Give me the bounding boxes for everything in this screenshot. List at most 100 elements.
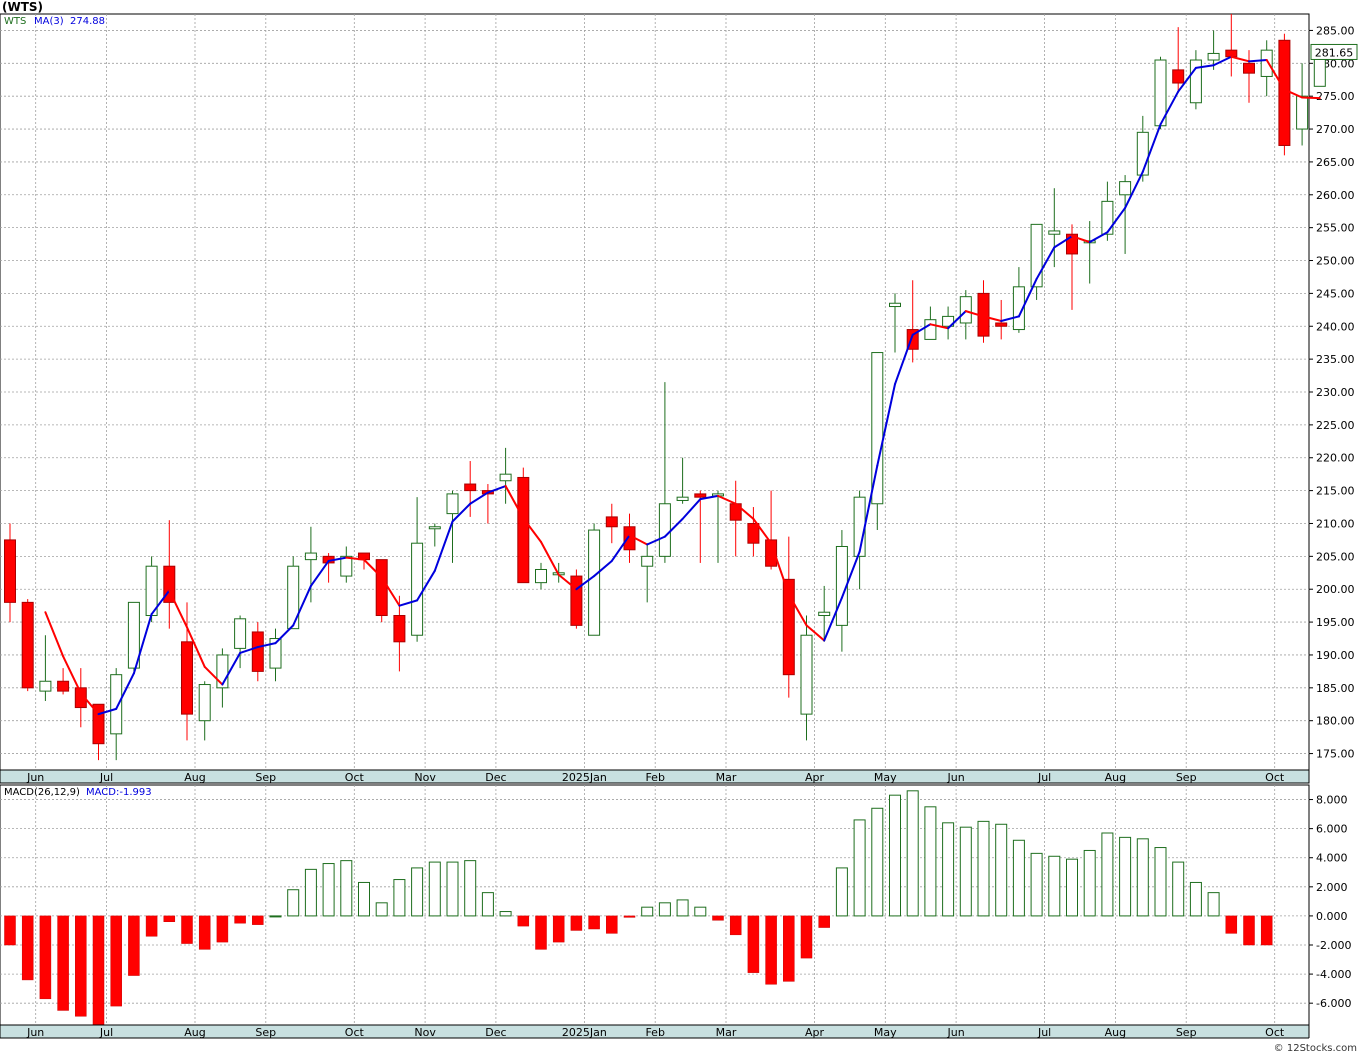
macd-bar — [959, 826, 972, 917]
macd-bar — [340, 860, 353, 917]
month-label-bottom: Sep — [1176, 1026, 1197, 1039]
macd-bar — [1119, 836, 1132, 917]
ma3-segment — [486, 485, 507, 494]
price-y-tick-label: 240.00 — [1316, 320, 1355, 333]
candle-body — [995, 322, 1008, 327]
candle-body — [1101, 200, 1114, 235]
candle-body — [127, 601, 140, 669]
candle-body — [1207, 52, 1220, 61]
month-label-top: Apr — [805, 771, 825, 784]
ma3-segment — [150, 589, 171, 616]
ma3-segment — [451, 502, 472, 523]
macd-bar — [676, 899, 689, 917]
ma3-segment — [840, 550, 861, 599]
month-labels-bottom: Jun Jul Aug Sep Oct Nov Dec 2025Jan Feb Mar Apr May… — [26, 1026, 1285, 1039]
candle-body — [74, 687, 87, 709]
price-y-tick-label: 285.00 — [1316, 24, 1355, 37]
macd-bar — [552, 915, 565, 943]
price-y-tick-label: 180.00 — [1316, 715, 1355, 728]
ma3-segment — [894, 333, 914, 386]
macd-bar — [198, 915, 211, 950]
ma3-segment — [752, 517, 773, 545]
macd-y-tick-label: -2.000 — [1316, 939, 1351, 952]
candle-body — [287, 565, 300, 630]
macd-legend-value: MACD:-1.993 — [86, 787, 152, 798]
candle-body — [1030, 223, 1043, 288]
candle-body — [216, 654, 229, 689]
ma3-segment — [327, 556, 348, 562]
ma3-segment — [274, 624, 295, 645]
month-label-top: 2025Jan — [562, 771, 607, 784]
macd-y-tick-label: 0.000 — [1316, 910, 1348, 923]
macd-bar — [729, 915, 742, 936]
ma3-segment — [62, 655, 82, 695]
macd-bar — [835, 867, 848, 917]
ma3-segment — [628, 534, 649, 546]
macd-bar — [269, 915, 282, 918]
ma3-segment — [292, 584, 312, 627]
candle-body — [1189, 59, 1202, 104]
month-label-bottom: 2025Jan — [562, 1026, 607, 1039]
price-y-tick-label: 245.00 — [1316, 287, 1355, 300]
ma3-segment — [575, 575, 596, 591]
macd-bar — [517, 915, 530, 927]
candle-body — [110, 674, 123, 735]
candle-body — [1119, 181, 1132, 196]
month-labels-top: Jun Jul Aug Sep Oct Nov Dec 2025Jan Feb Mar Apr May… — [26, 771, 1285, 784]
macd-bar — [747, 915, 760, 973]
ma3-segment — [1248, 59, 1268, 63]
ma3-segment — [770, 542, 790, 596]
candle-body — [942, 315, 955, 327]
ma3-segment — [1194, 64, 1215, 69]
macd-bar — [358, 881, 370, 917]
macd-bar — [906, 790, 919, 917]
macd-bar — [1012, 839, 1025, 917]
candle-body — [1048, 230, 1061, 235]
legend-symbol: WTS — [4, 16, 26, 27]
price-y-tick-label: 255.00 — [1316, 222, 1355, 235]
macd-bar — [21, 915, 34, 981]
macd-bar — [588, 915, 600, 930]
macd-y-tick-label: -4.000 — [1316, 968, 1351, 981]
price-y-tick-label: 265.00 — [1316, 156, 1355, 169]
macd-bar — [1066, 858, 1078, 917]
price-y-tick-label: 175.00 — [1316, 748, 1355, 761]
ma3-segment — [345, 556, 365, 561]
ma3-segment — [699, 494, 719, 501]
month-label-bottom: Nov — [414, 1026, 436, 1039]
month-label-bottom: Jun — [26, 1026, 44, 1039]
ma3-segment — [1301, 96, 1321, 100]
candle-body — [818, 611, 831, 617]
month-label-bottom: Jun — [947, 1026, 965, 1039]
ma3-segment — [947, 310, 967, 330]
ma3-segment — [186, 626, 206, 668]
candle-body — [234, 618, 247, 649]
price-legend: WTS MA(3) 274.88 — [4, 16, 105, 27]
price-y-tick-label: 270.00 — [1316, 123, 1355, 136]
macd-bar — [252, 915, 264, 925]
month-label-bottom: Dec — [485, 1026, 506, 1039]
candle-body — [605, 516, 618, 528]
candle-body — [269, 638, 282, 669]
ma3-segment — [168, 589, 188, 629]
month-label-top: Sep — [1176, 771, 1197, 784]
candle-body — [340, 555, 353, 577]
month-label-bottom: Oct — [1265, 1026, 1285, 1039]
ma3-segment — [610, 534, 631, 562]
ma3-segment — [929, 323, 950, 330]
macd-bar — [942, 822, 955, 917]
candle-body — [393, 615, 406, 643]
candle-body — [676, 496, 689, 501]
month-band-bottom — [0, 1024, 1310, 1039]
last-price-label: 281.65 — [1315, 46, 1354, 59]
price-y-tick-label: 205.00 — [1316, 550, 1355, 563]
macd-bar — [1083, 849, 1096, 917]
ma3-segment — [1053, 235, 1073, 249]
macd-bar — [287, 889, 300, 917]
ma3-segment — [823, 596, 843, 642]
candle-body — [4, 539, 16, 603]
price-y-tick-label: 235.00 — [1316, 353, 1355, 366]
month-label-top: Oct — [1265, 771, 1285, 784]
month-label-top: Feb — [645, 771, 664, 784]
ma3-segment — [1283, 88, 1304, 99]
